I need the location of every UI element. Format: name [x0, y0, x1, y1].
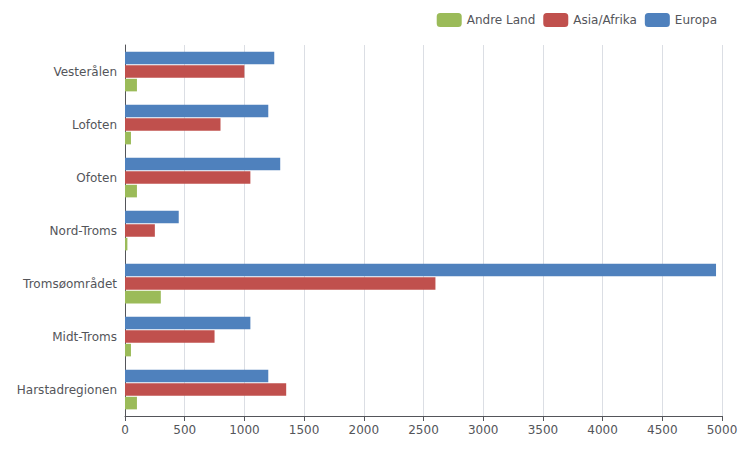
- svg-text:2500: 2500: [408, 423, 439, 437]
- svg-text:Lofoten: Lofoten: [72, 118, 117, 132]
- svg-text:Europa: Europa: [675, 13, 717, 27]
- svg-text:4500: 4500: [647, 423, 678, 437]
- svg-text:Andre Land: Andre Land: [467, 13, 536, 27]
- svg-text:1000: 1000: [229, 423, 260, 437]
- svg-text:Midt-Troms: Midt-Troms: [52, 330, 117, 344]
- svg-text:3000: 3000: [468, 423, 499, 437]
- svg-text:4000: 4000: [587, 423, 618, 437]
- svg-text:3500: 3500: [528, 423, 559, 437]
- svg-text:Tromsøområdet: Tromsøområdet: [22, 277, 117, 291]
- svg-text:1500: 1500: [289, 423, 320, 437]
- svg-text:Nord-Troms: Nord-Troms: [50, 224, 117, 238]
- svg-text:5000: 5000: [707, 423, 738, 437]
- svg-text:2000: 2000: [349, 423, 380, 437]
- svg-text:Asia/Afrika: Asia/Afrika: [573, 13, 637, 27]
- svg-text:Harstadregionen: Harstadregionen: [17, 383, 117, 397]
- svg-text:500: 500: [173, 423, 196, 437]
- svg-text:Ofoten: Ofoten: [76, 171, 117, 185]
- svg-text:Vesterålen: Vesterålen: [53, 65, 117, 79]
- svg-text:0: 0: [121, 423, 129, 437]
